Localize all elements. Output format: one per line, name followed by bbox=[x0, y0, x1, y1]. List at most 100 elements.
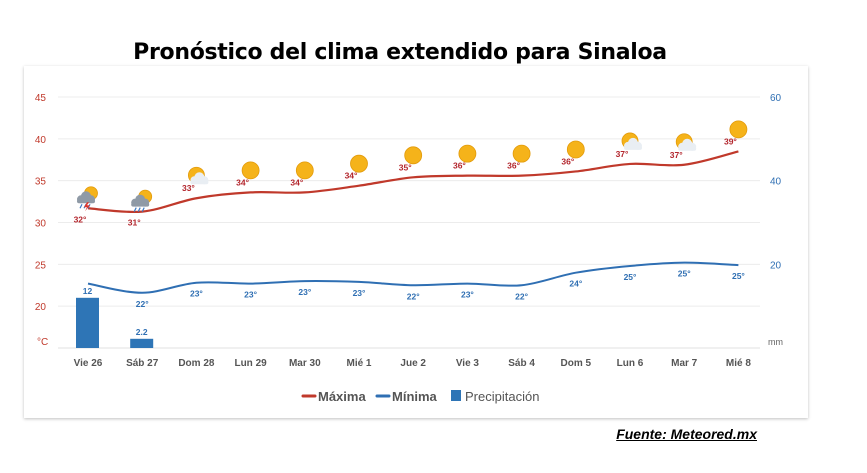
weather-icons bbox=[77, 120, 748, 212]
sun-icon bbox=[404, 146, 423, 165]
y-left-tick: 40 bbox=[35, 135, 47, 146]
max-temp-label: 37° bbox=[616, 149, 629, 159]
x-tick-label: Sáb 27 bbox=[126, 358, 159, 369]
grid-lines bbox=[58, 96, 760, 349]
y-right-tick: 20 bbox=[770, 260, 782, 271]
cloud-shape bbox=[131, 194, 150, 207]
y-left-tick: 45 bbox=[35, 93, 47, 104]
y-right-unit: mm bbox=[768, 337, 783, 347]
sun-shape bbox=[350, 154, 368, 173]
legend-item: Mínima bbox=[375, 389, 438, 404]
min-temp-label: 22° bbox=[136, 299, 149, 309]
max-temp-label: 39° bbox=[724, 136, 737, 146]
x-tick-label: Mié 1 bbox=[346, 358, 371, 369]
cloud-base bbox=[624, 145, 642, 150]
y-right-tick: 60 bbox=[770, 93, 782, 104]
y-left-tick: 35 bbox=[35, 177, 47, 188]
sun-shape bbox=[729, 120, 748, 139]
sun-shape bbox=[566, 140, 585, 159]
min-temp-label: 23° bbox=[190, 289, 203, 299]
precip-value-label: 2.2 bbox=[136, 327, 148, 337]
min-temp-label: 23° bbox=[353, 288, 366, 298]
rain-drop bbox=[141, 207, 145, 212]
legend-label: Máxima bbox=[318, 389, 366, 404]
min-temp-label: 23° bbox=[461, 290, 474, 300]
rain-drop bbox=[133, 207, 137, 212]
legend-item: Precipitación bbox=[451, 389, 539, 404]
cloud-base bbox=[678, 146, 697, 151]
legend-item: Máxima bbox=[301, 389, 366, 404]
chart-panel bbox=[24, 66, 808, 418]
max-temp-label: 34° bbox=[290, 177, 303, 187]
sun-shape bbox=[295, 161, 314, 180]
max-temp-label: 37° bbox=[670, 150, 683, 160]
x-tick-label: Vie 3 bbox=[456, 358, 480, 369]
max-temp-label: 36° bbox=[507, 161, 520, 171]
chart-title: Pronóstico del clima extendido para Sina… bbox=[133, 40, 667, 65]
x-tick-label: Mié 8 bbox=[726, 358, 751, 369]
cloud-shape bbox=[678, 138, 697, 151]
x-tick-label: Sáb 4 bbox=[508, 358, 535, 369]
sun-icon bbox=[566, 140, 585, 159]
x-tick-label: Mar 7 bbox=[671, 358, 698, 369]
max-temp-label: 35° bbox=[399, 162, 412, 172]
x-tick-label: Lun 6 bbox=[617, 358, 644, 369]
cloud-base bbox=[77, 199, 95, 204]
x-tick-label: Lun 29 bbox=[234, 358, 267, 369]
max-temp-label: 34° bbox=[345, 171, 358, 181]
max-temp-label: 31° bbox=[128, 218, 141, 228]
cloud-base bbox=[131, 202, 150, 207]
sun-shape bbox=[241, 161, 260, 180]
y-left-tick: 25 bbox=[35, 260, 47, 271]
legend-label: Mínima bbox=[392, 389, 438, 404]
precip-bars bbox=[76, 297, 154, 348]
lightning-bolt bbox=[84, 202, 90, 212]
rain-drop bbox=[137, 207, 141, 212]
cloud-shape bbox=[77, 191, 95, 204]
source-link[interactable]: Fuente: Meteored.mx bbox=[616, 426, 757, 442]
precip-bar bbox=[76, 297, 99, 348]
max-temp-label: 34° bbox=[236, 177, 249, 187]
sun-icon bbox=[729, 120, 748, 139]
rain-drop bbox=[79, 204, 83, 209]
sun-icon bbox=[295, 161, 314, 180]
y-left-tick: 30 bbox=[35, 219, 47, 230]
sun-icon bbox=[458, 144, 477, 163]
temperature-lines bbox=[87, 150, 739, 294]
sun-shape bbox=[404, 146, 423, 165]
min-temp-label: 25° bbox=[678, 269, 691, 279]
min-temp-label: 22° bbox=[407, 291, 420, 301]
y-left-unit: °C bbox=[37, 337, 48, 348]
sun-shape bbox=[512, 144, 531, 163]
precip-bar bbox=[130, 338, 154, 348]
data-labels: 12 2.2 32° 31° 33° 34° 34° 34° 35° 36° 36° 36° 37° 37… bbox=[74, 136, 746, 336]
max-temp-label: 33° bbox=[182, 183, 195, 193]
storm-sun-icon bbox=[77, 186, 98, 212]
x-tick-label: Vie 26 bbox=[74, 358, 103, 369]
partly-cloudy-icon bbox=[187, 166, 209, 185]
axes: 45 40 35 30 25 20 °C 60 40 20 mm Vie 26 Sáb 27 Dom 28… bbox=[35, 93, 783, 369]
sun-icon bbox=[512, 144, 531, 163]
sun-icon bbox=[350, 154, 368, 173]
x-tick-label: Dom 28 bbox=[178, 358, 215, 369]
sun-shape bbox=[458, 144, 477, 163]
max-temp-label: 36° bbox=[561, 156, 574, 166]
partly-cloudy-icon bbox=[675, 133, 697, 151]
precip-value-label: 12 bbox=[83, 286, 93, 296]
min-temp-label: 23° bbox=[244, 290, 257, 300]
max-temp-label: 36° bbox=[453, 161, 466, 171]
legend-swatch bbox=[451, 390, 461, 401]
legend-label: Precipitación bbox=[465, 389, 539, 404]
x-tick-label: Jue 2 bbox=[400, 358, 426, 369]
min-temp-line bbox=[87, 261, 739, 294]
min-temp-label: 25° bbox=[624, 272, 637, 282]
min-temp-label: 24° bbox=[569, 279, 582, 289]
sun-icon bbox=[241, 161, 260, 180]
cloud-base bbox=[190, 180, 209, 185]
x-tick-label: Dom 5 bbox=[561, 358, 592, 369]
partly-cloudy-icon bbox=[621, 132, 642, 150]
legend: Máxima Mínima Precipitación bbox=[301, 389, 539, 404]
min-temp-label: 25° bbox=[732, 271, 745, 281]
max-temp-line bbox=[87, 150, 739, 214]
